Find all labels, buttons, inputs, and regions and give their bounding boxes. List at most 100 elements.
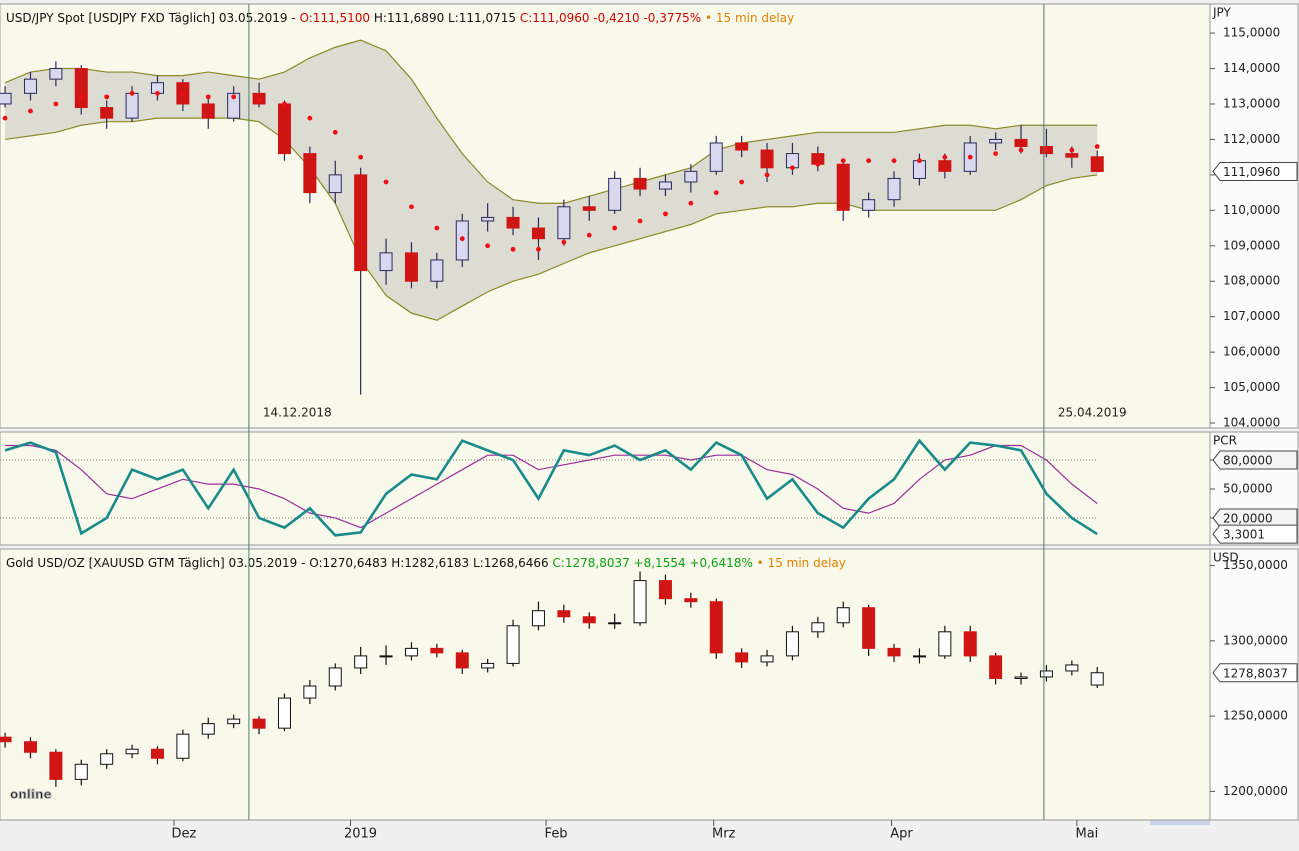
y-tick-label: 50,0000 — [1223, 481, 1273, 495]
watermark: online — [10, 788, 52, 802]
candle-body — [201, 723, 215, 735]
candle-body — [760, 655, 774, 663]
price-tag — [1212, 524, 1298, 544]
sar-dot — [2, 115, 8, 121]
sar-dot — [409, 204, 414, 210]
sar-dot — [104, 94, 110, 100]
candle-body — [379, 252, 393, 272]
candle-body — [912, 655, 926, 658]
candle-body — [277, 103, 291, 155]
candle-body — [303, 685, 317, 699]
panel — [0, 438, 1098, 537]
candle-body — [709, 142, 723, 172]
candle-body — [506, 625, 520, 664]
sar-dot — [815, 161, 821, 167]
sar-dot — [434, 225, 440, 231]
y-tick-label: 106,0000 — [1223, 345, 1280, 359]
sar-dot — [688, 200, 694, 206]
candle-body — [227, 92, 241, 119]
candle-body — [404, 252, 418, 282]
sar-dot — [307, 115, 313, 121]
y-tick-label: 109,0000 — [1223, 238, 1280, 252]
sar-dot — [891, 158, 897, 164]
candle-body — [989, 655, 1003, 679]
candle-body — [963, 631, 977, 657]
candle-body — [430, 647, 444, 654]
sar-dot — [561, 239, 567, 245]
y-tick-label: 114,0000 — [1223, 61, 1280, 75]
candle-body — [252, 718, 266, 729]
candle-body — [49, 751, 63, 780]
date-marker-label: 14.12.2018 — [263, 406, 332, 420]
sar-dot — [663, 211, 668, 217]
sar-dot — [78, 94, 84, 100]
y-tick-label: 105,0000 — [1223, 380, 1280, 394]
sar-dot — [739, 179, 745, 185]
header-part: C:111,0960 -0,4210 -0,3775% — [520, 11, 705, 25]
price-tag-label: 111,0960 — [1223, 165, 1280, 179]
y-tick-label: 112,0000 — [1223, 132, 1280, 146]
x-tick-label: Mrz — [712, 827, 736, 842]
sar-dot — [536, 246, 541, 252]
candle-body — [1065, 153, 1079, 158]
y-tick-label: 110,0000 — [1223, 203, 1280, 217]
sar-dot — [917, 158, 922, 164]
sar-dot — [1069, 147, 1075, 153]
sar-dot — [840, 158, 846, 164]
chart-header: USD/JPY Spot [USDJPY FXD Täglich] 03.05.… — [6, 11, 794, 25]
candle-body — [836, 163, 850, 211]
candle-body — [379, 655, 393, 658]
candle-body — [658, 580, 672, 600]
price-tag — [1212, 663, 1298, 683]
sar-dot — [155, 90, 160, 96]
candle-body — [303, 153, 317, 194]
y-tick-label: 107,0000 — [1223, 309, 1280, 323]
candle-body — [582, 206, 596, 211]
sar-dot — [282, 101, 287, 107]
sar-dot — [332, 129, 338, 135]
candle-body — [1014, 138, 1028, 148]
sar-dot — [713, 190, 719, 196]
candle-body — [74, 763, 88, 780]
header-part: C:1278,8037 +8,1554 +0,6418% — [552, 556, 756, 570]
sar-dot — [1018, 147, 1024, 153]
sar-dot — [790, 165, 795, 171]
sar-dot — [1094, 144, 1100, 149]
candle-body — [455, 652, 469, 669]
y-tick-label: 1250,0000 — [1223, 709, 1288, 723]
candle-body — [74, 68, 88, 109]
candle-body — [735, 142, 749, 151]
candle-body — [608, 177, 622, 211]
header-part: H:111,6890 L:111,0715 — [374, 11, 520, 25]
axis-unit: JPY — [1212, 6, 1232, 20]
y-tick-label: 104,0000 — [1223, 416, 1280, 430]
sar-dot — [993, 151, 999, 157]
candle-body — [0, 736, 12, 743]
price-tag-label: 3,3001 — [1223, 528, 1265, 542]
header-part: • 15 min delay — [705, 11, 794, 25]
plot-area — [0, 431, 1211, 546]
sar-dot — [942, 154, 948, 160]
price-tag-label: 80,0000 — [1223, 454, 1273, 468]
candle-body — [328, 174, 342, 194]
sar-dot — [764, 172, 770, 178]
x-tick-label: Mai — [1076, 827, 1099, 842]
sar-dot — [459, 236, 465, 242]
candle-body — [684, 598, 698, 603]
candle-body — [1090, 156, 1104, 172]
sar-dot — [129, 90, 135, 96]
candle-body — [633, 580, 647, 624]
axis-area — [1209, 548, 1299, 821]
axis-area — [1209, 3, 1299, 429]
axis: 104,0000 105,0000 106,0000 107,0000 108,0000… — [1210, 26, 1280, 430]
price-tag — [1212, 508, 1298, 528]
candle-body — [49, 68, 63, 80]
candle-body — [760, 149, 774, 169]
y-tick-label: 1200,0000 — [1223, 784, 1288, 798]
candle-body — [1065, 664, 1079, 672]
candle-body — [836, 607, 850, 624]
candle-body — [176, 733, 190, 759]
candle-body — [735, 652, 749, 663]
candle-body — [582, 616, 596, 624]
candle-body — [633, 177, 647, 190]
